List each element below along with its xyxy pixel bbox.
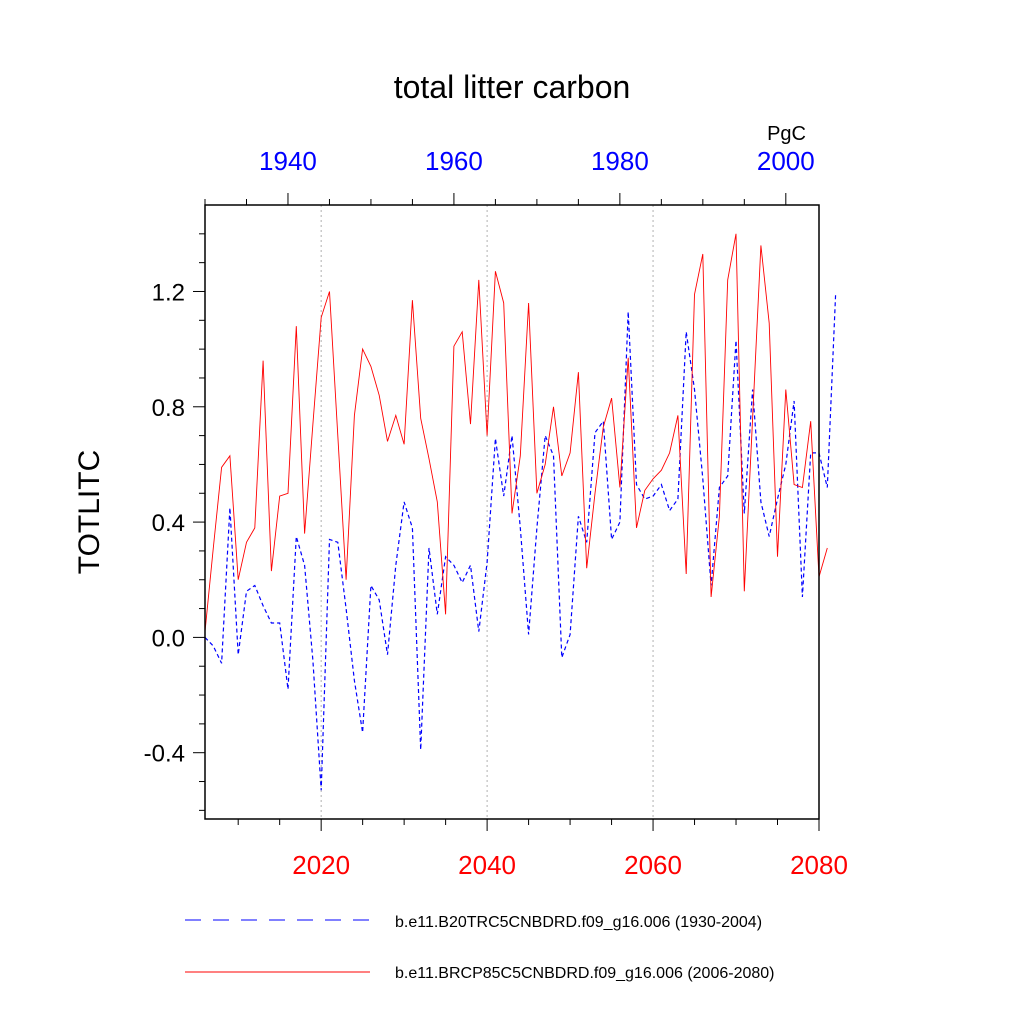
- y-tick-label: -0.4: [144, 741, 185, 768]
- y-tick-label: 1.2: [152, 279, 185, 306]
- series-layer: [204, 233, 837, 791]
- y-tick-label: 0.8: [152, 395, 185, 422]
- x-bottom-tick-label: 2080: [790, 850, 848, 880]
- x-top-tick-label: 1960: [425, 146, 483, 176]
- x-top-tick-label: 1940: [259, 146, 317, 176]
- series-line-1: [204, 233, 828, 632]
- units-label: PgC: [767, 123, 806, 145]
- series-line-0: [204, 294, 837, 791]
- gridlines: [320, 205, 654, 819]
- y-axis-label: TOTLITC: [73, 450, 106, 574]
- x-bottom-tick-label: 2020: [292, 850, 350, 880]
- legend-label-blue: b.e11.B20TRC5CNBDRD.f09_g16.006 (1930-20…: [395, 914, 762, 931]
- x-top-tick-label: 2000: [757, 146, 815, 176]
- chart-title: total litter carbon: [394, 69, 631, 105]
- legend-label-red: b.e11.BRCP85C5CNBDRD.f09_g16.006 (2006-2…: [395, 965, 774, 982]
- axes: -0.4 0.0 0.4 0.8 1.2 2020 2040 2060 2080 1940 1960…: [144, 146, 848, 880]
- x-top-tick-label: 1980: [591, 146, 649, 176]
- x-bottom-tick-label: 2040: [458, 850, 516, 880]
- plot-frame: [204, 204, 820, 820]
- x-bottom-tick-label: 2060: [624, 850, 682, 880]
- legend: b.e11.B20TRC5CNBDRD.f09_g16.006 (1930-20…: [185, 914, 774, 982]
- y-tick-label: 0.4: [152, 510, 185, 537]
- y-tick-label: 0.0: [152, 625, 185, 652]
